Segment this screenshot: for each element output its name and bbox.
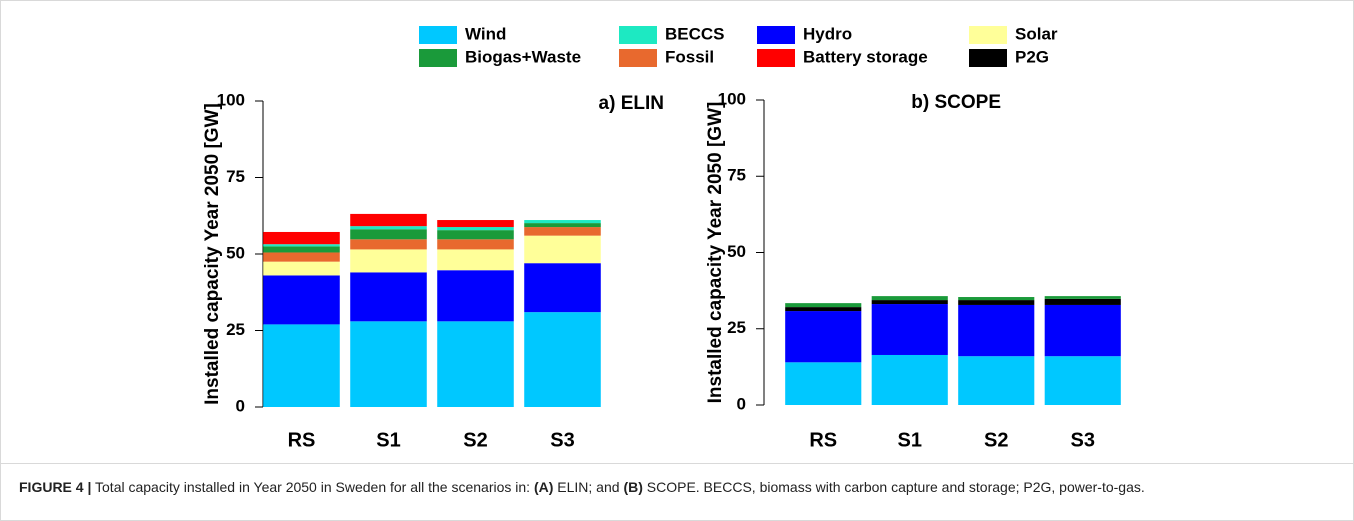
y-axis-label: Installed capacity Year 2050 [GW] xyxy=(705,102,726,404)
caption-part: (A) xyxy=(533,479,554,495)
y-tick-label: 0 xyxy=(236,396,245,415)
bar-segment xyxy=(437,239,514,250)
y-tick-label: 25 xyxy=(727,318,746,337)
caption-part: (B) xyxy=(623,479,643,495)
x-tick-label: S2 xyxy=(463,429,487,451)
legend-label: Biogas+Waste xyxy=(465,47,581,66)
legend-swatch xyxy=(419,49,457,67)
x-tick-label: S3 xyxy=(1071,429,1095,451)
bar-segment xyxy=(350,321,427,407)
bar-segment xyxy=(263,261,340,276)
legend-swatch xyxy=(969,49,1007,67)
bar-segment xyxy=(437,321,514,407)
bar-segment xyxy=(785,303,862,308)
y-axis-label: Installed capacity Year 2050 [GW] xyxy=(202,103,223,405)
legend-label: Wind xyxy=(465,24,506,43)
y-tick-label: 0 xyxy=(737,394,746,413)
bar-segment xyxy=(524,223,601,228)
bar-segment xyxy=(524,235,601,264)
bar-segment xyxy=(350,213,427,227)
bar-segment xyxy=(437,227,514,231)
x-tick-label: S1 xyxy=(376,429,400,451)
caption: FIGURE 4 | Total capacity installed in Y… xyxy=(1,463,1353,498)
x-tick-label: RS xyxy=(288,429,316,451)
legend-swatch xyxy=(969,26,1007,44)
bar-segment xyxy=(263,231,340,245)
bar-segment xyxy=(524,263,601,313)
caption-label: FIGURE 4 | xyxy=(19,479,92,495)
legend-swatch xyxy=(619,26,657,44)
bar-segment xyxy=(871,354,948,405)
bar-segment xyxy=(1044,296,1121,299)
bar-segment xyxy=(350,272,427,322)
legend-swatch xyxy=(419,26,457,44)
y-tick-label: 25 xyxy=(226,320,245,339)
bar-segment xyxy=(263,252,340,262)
legend-label: P2G xyxy=(1015,47,1049,66)
bar-segment xyxy=(524,220,601,224)
bar-segment xyxy=(1044,356,1121,405)
bar-segment xyxy=(1044,304,1121,357)
bar-segment xyxy=(785,311,862,363)
bar-segment xyxy=(263,244,340,247)
bar-segment xyxy=(871,296,948,301)
legend-label: BECCS xyxy=(665,24,725,43)
bar-segment xyxy=(524,312,601,407)
legend-label: Fossil xyxy=(665,47,714,66)
chart: Wind BECCS Hydro Solar Biogas+Waste Fossil Bat… xyxy=(202,24,1121,451)
bar-segment xyxy=(785,307,862,312)
y-tick-label: 100 xyxy=(217,90,245,109)
y-tick-label: 50 xyxy=(226,243,245,262)
bar-segment xyxy=(437,230,514,240)
bar-segment xyxy=(263,246,340,253)
caption-part: Total capacity installed in Year 2050 in… xyxy=(95,479,531,495)
caption-part: ELIN; and xyxy=(557,479,620,495)
bar-segment xyxy=(350,249,427,273)
bar-segment xyxy=(437,249,514,271)
caption-text: FIGURE 4 | Total capacity installed in Y… xyxy=(19,477,1199,498)
x-tick-label: S2 xyxy=(984,429,1008,451)
bar-segment xyxy=(958,356,1035,405)
bar-segment xyxy=(785,362,862,405)
bar-segment xyxy=(958,297,1035,301)
x-tick-label: S3 xyxy=(550,429,574,451)
chart-title: a) ELIN xyxy=(599,93,664,114)
legend-label: Battery storage xyxy=(803,47,928,66)
bar-segment xyxy=(958,300,1035,305)
y-tick-label: 75 xyxy=(727,166,746,185)
x-tick-label: S1 xyxy=(898,429,922,451)
bar-segment xyxy=(350,229,427,240)
legend-label: Solar xyxy=(1015,24,1058,43)
bar-segment xyxy=(524,227,601,236)
bar-segment xyxy=(350,239,427,250)
legend-swatch xyxy=(619,49,657,67)
bar-segment xyxy=(263,324,340,407)
x-tick-label: RS xyxy=(809,429,837,451)
bar-segment xyxy=(263,275,340,325)
bar-segment xyxy=(871,304,948,355)
bar-segment xyxy=(1044,298,1121,305)
y-tick-label: 50 xyxy=(727,242,746,261)
bar-segment xyxy=(350,226,427,230)
y-tick-label: 100 xyxy=(718,89,746,108)
legend-swatch xyxy=(757,26,795,44)
chart-title: b) SCOPE xyxy=(911,92,1001,113)
bar-segment xyxy=(958,304,1035,357)
bar-segment xyxy=(437,220,514,228)
bar-segment xyxy=(871,300,948,305)
legend-swatch xyxy=(757,49,795,67)
legend-label: Hydro xyxy=(803,24,852,43)
bar-segment xyxy=(437,270,514,322)
y-tick-label: 75 xyxy=(226,167,245,186)
caption-part: SCOPE. BECCS, biomass with carbon captur… xyxy=(646,479,1145,495)
